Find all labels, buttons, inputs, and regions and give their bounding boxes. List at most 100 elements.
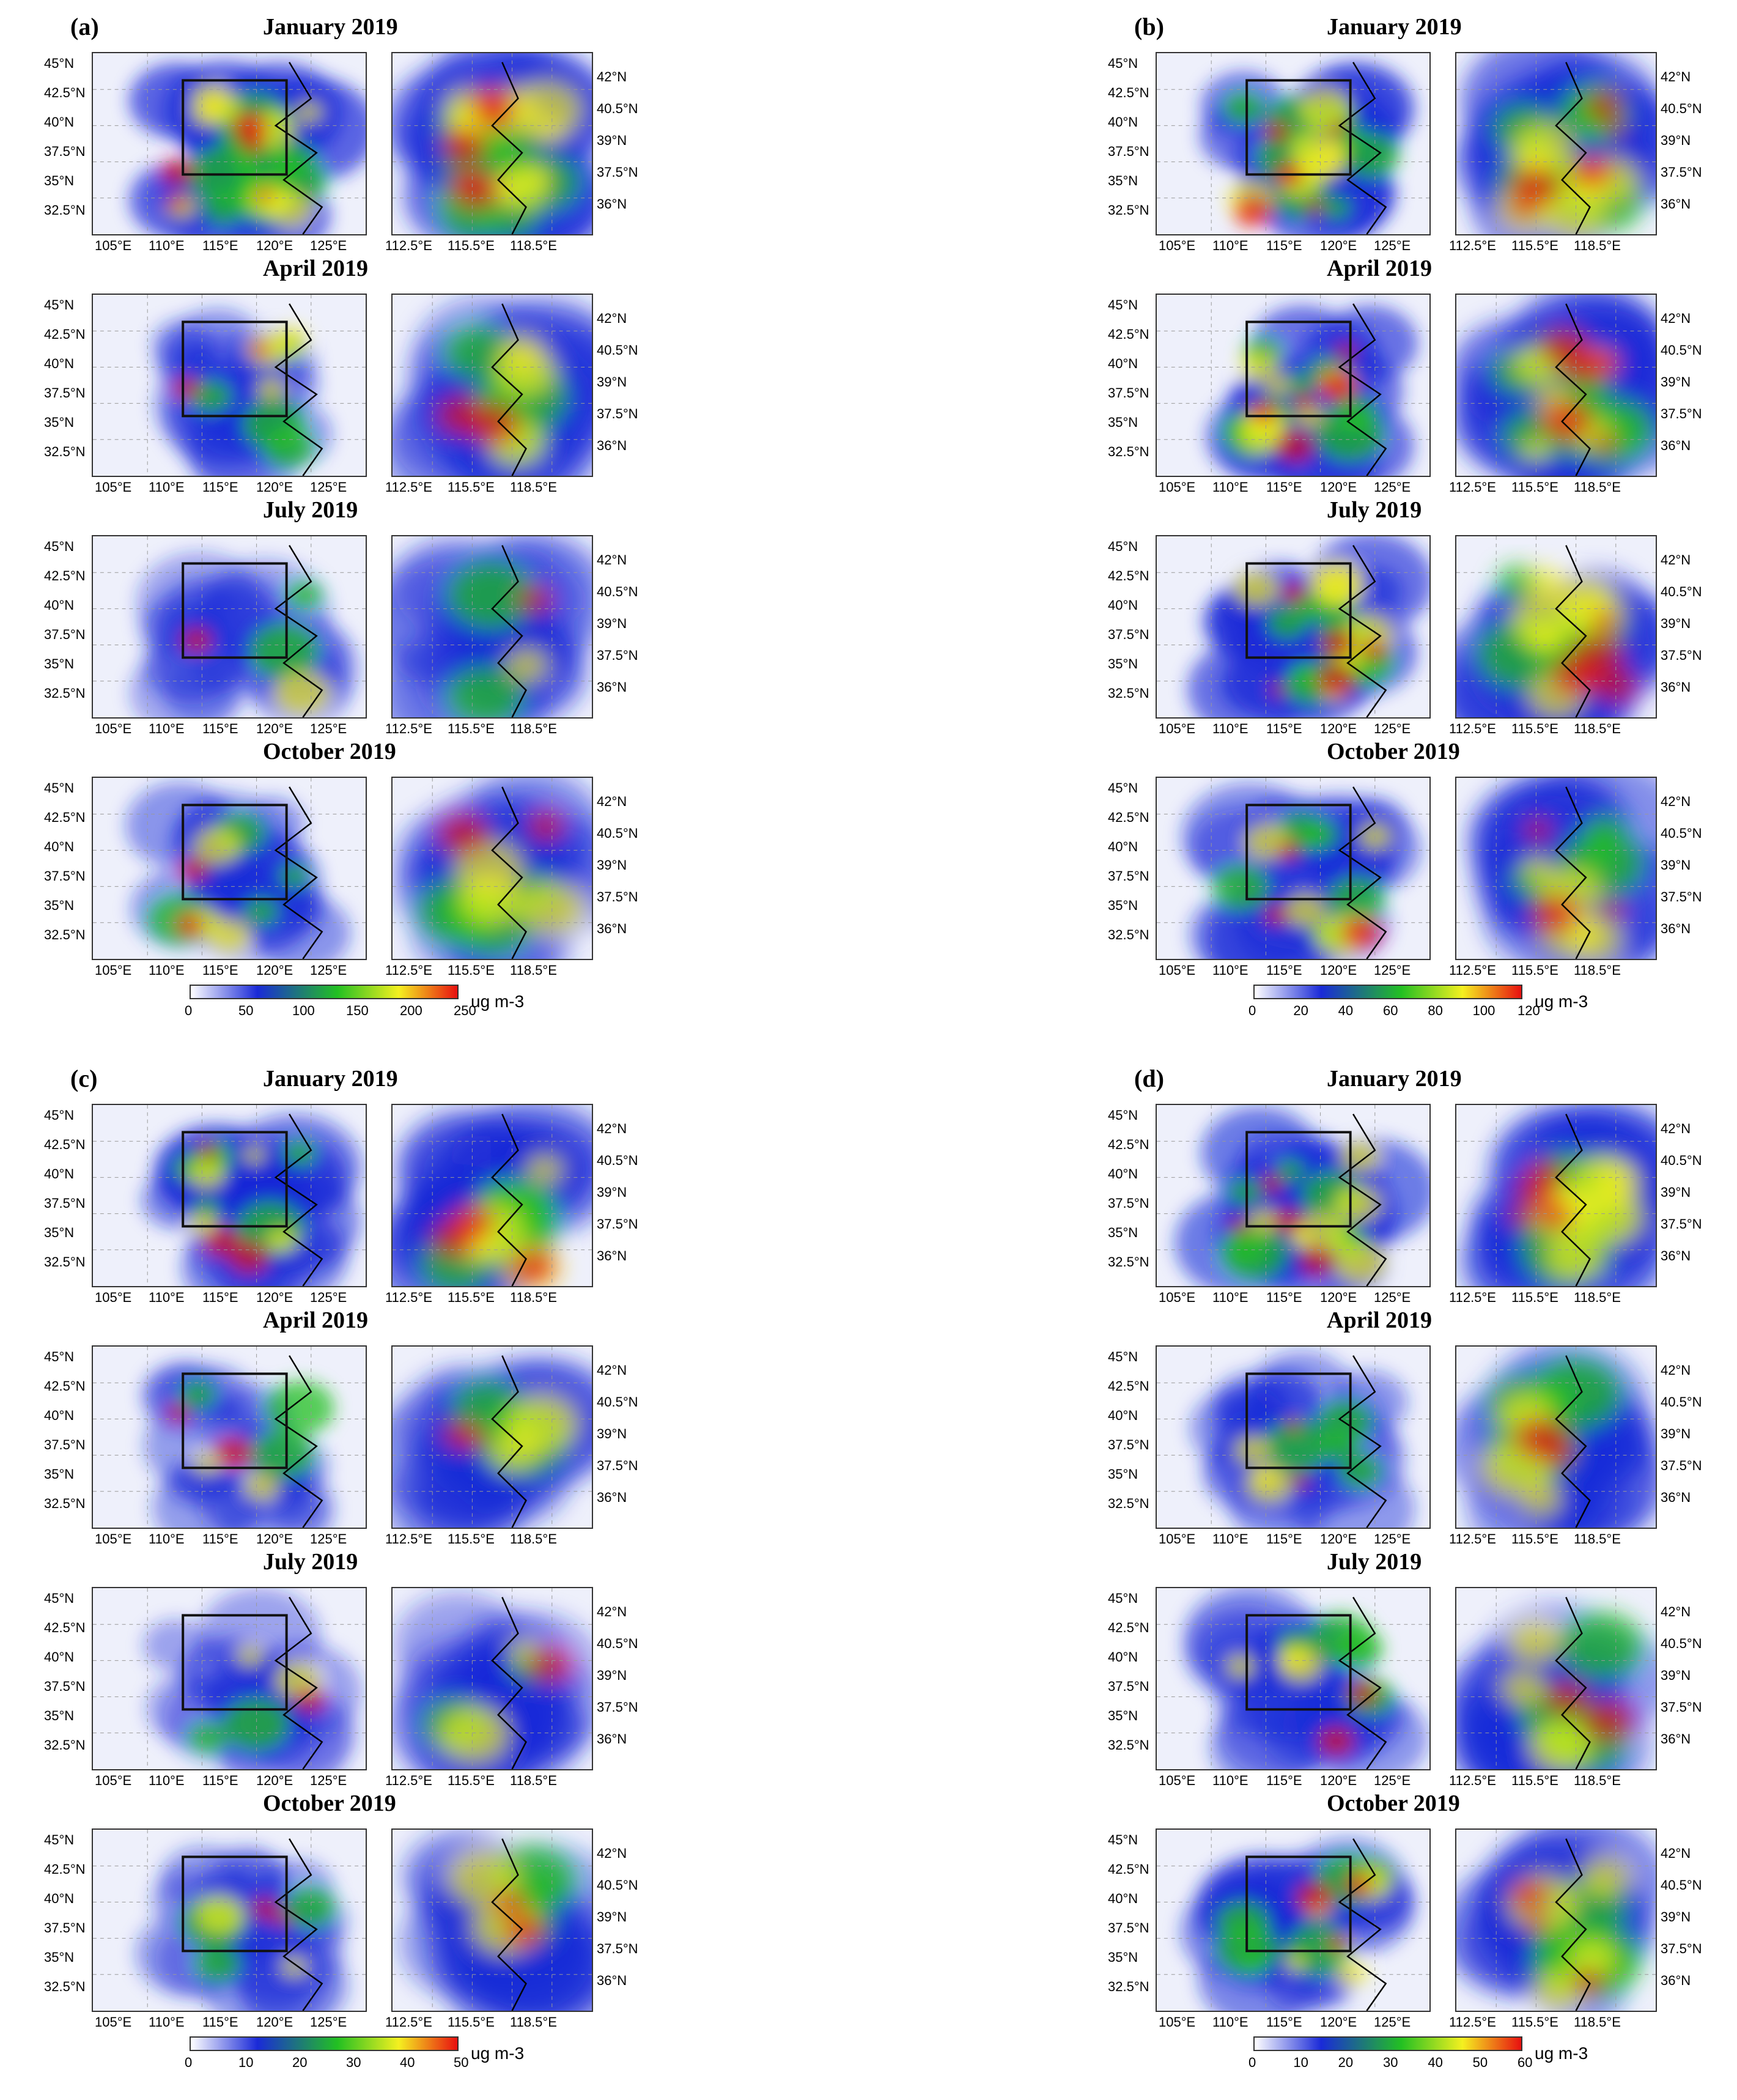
lat-tick: 32.5°N [44, 1254, 86, 1270]
lon-tick: 110°E [1212, 721, 1248, 736]
lat-tick: 42.5°N [1108, 1862, 1149, 1877]
zoom-lon-tick: 112.5°E [385, 2014, 432, 2030]
lat-tick: 32.5°N [44, 1979, 86, 1994]
main-map [92, 1345, 367, 1529]
lon-tick: 115°E [202, 721, 238, 736]
zoom-lon-tick: 115.5°E [448, 2014, 495, 2030]
lon-tick: 125°E [1374, 479, 1411, 495]
zoom-lon-tick: 115.5°E [1511, 963, 1558, 978]
lat-tick: 45°N [1108, 1832, 1138, 1847]
colorbar-tick: 50 [454, 2055, 469, 2070]
study-region-box [182, 1131, 288, 1228]
zoom-lat-tick: 40.5°N [597, 342, 638, 358]
zoom-lon-tick: 118.5°E [1574, 2014, 1621, 2030]
zoom-map-field [1456, 1830, 1656, 2011]
zoom-lon-tick: 112.5°E [385, 963, 432, 978]
lon-tick: 105°E [1159, 1290, 1196, 1305]
zoom-lat-tick: 40.5°N [1661, 1877, 1702, 1893]
lon-tick: 120°E [256, 721, 293, 736]
lat-tick: 35°N [44, 1950, 75, 1965]
study-region-box [182, 320, 288, 418]
zoom-lat-tick: 37.5°N [597, 1458, 638, 1473]
study-region-box [182, 1614, 288, 1711]
lon-tick: 120°E [256, 479, 293, 495]
lon-tick: 105°E [95, 479, 132, 495]
study-region-box [182, 1855, 288, 1953]
colorbar-tick: 0 [185, 2055, 193, 2070]
lon-tick: 120°E [256, 1773, 293, 1788]
coastline [491, 545, 527, 717]
zoom-lat-tick: 37.5°N [1661, 1699, 1702, 1715]
coastline [274, 786, 323, 959]
zoom-lon-tick: 118.5°E [510, 1290, 557, 1305]
lat-tick: 45°N [1108, 1591, 1138, 1606]
zoom-map-field [1456, 1105, 1656, 1286]
lat-tick: 45°N [1108, 56, 1138, 71]
coastline [491, 1838, 527, 2011]
lat-tick: 40°N [44, 356, 75, 371]
zoom-map-field [393, 536, 592, 717]
zoom-lon-tick: 112.5°E [1449, 238, 1496, 253]
lat-tick: 32.5°N [44, 444, 86, 459]
map-title: October 2019 [263, 739, 396, 764]
coastline [1555, 1838, 1591, 2011]
zoom-lon-tick: 115.5°E [1511, 238, 1558, 253]
main-map [1156, 777, 1431, 960]
zoom-lat-tick: 42°N [597, 1604, 627, 1619]
zoom-lon-tick: 118.5°E [510, 479, 557, 495]
zoom-lat-tick: 37.5°N [1661, 1941, 1702, 1956]
map-title: October 2019 [1327, 739, 1460, 764]
lat-tick: 42.5°N [1108, 810, 1149, 825]
zoom-lon-tick: 112.5°E [1449, 1773, 1496, 1788]
main-map [1156, 1587, 1431, 1770]
zoom-lon-tick: 115.5°E [1511, 479, 1558, 495]
study-region-box [1245, 1855, 1352, 1953]
panel-label: (d) [1134, 1065, 1164, 1092]
main-map-field [93, 778, 366, 959]
lat-tick: 40°N [1108, 839, 1138, 854]
coastline [491, 303, 527, 476]
lat-tick: 45°N [44, 539, 75, 554]
zoom-map [391, 535, 593, 719]
zoom-lon-tick: 115.5°E [448, 963, 495, 978]
zoom-lat-tick: 39°N [1661, 374, 1691, 390]
lon-tick: 110°E [149, 721, 185, 736]
study-region-box [1245, 1131, 1352, 1228]
zoom-lon-tick: 115.5°E [448, 1290, 495, 1305]
lon-tick: 115°E [1266, 2014, 1302, 2030]
lat-tick: 35°N [44, 656, 75, 671]
zoom-lat-tick: 37.5°N [1661, 406, 1702, 421]
zoom-lon-tick: 115.5°E [1511, 2014, 1558, 2030]
lat-tick: 42.5°N [1108, 327, 1149, 342]
zoom-lat-tick: 36°N [1661, 438, 1691, 453]
lat-tick: 42.5°N [44, 1137, 86, 1152]
lon-tick: 125°E [1374, 963, 1411, 978]
zoom-lat-tick: 42°N [1661, 1604, 1691, 1619]
main-map-field [93, 1347, 366, 1528]
lon-tick: 120°E [1320, 1531, 1357, 1547]
lon-tick: 115°E [202, 238, 238, 253]
lat-tick: 37.5°N [44, 1437, 86, 1452]
zoom-map-field [393, 778, 592, 959]
lon-tick: 115°E [202, 1531, 238, 1547]
colorbar-tick: 150 [346, 1003, 369, 1018]
lat-tick: 45°N [1108, 780, 1138, 796]
zoom-lat-tick: 39°N [1661, 857, 1691, 873]
zoom-lat-tick: 36°N [1661, 196, 1691, 212]
lat-tick: 32.5°N [1108, 1254, 1149, 1270]
colorbar-tick: 50 [1472, 2055, 1488, 2070]
lon-tick: 120°E [256, 238, 293, 253]
zoom-lon-tick: 118.5°E [1574, 1290, 1621, 1305]
lat-tick: 35°N [1108, 1708, 1138, 1723]
lat-tick: 32.5°N [44, 1737, 86, 1753]
zoom-lon-tick: 115.5°E [448, 238, 495, 253]
zoom-map [1455, 1828, 1657, 2012]
colorbar-tick: 60 [1383, 1003, 1398, 1018]
lat-tick: 35°N [1108, 1950, 1138, 1965]
zoom-map [391, 1104, 593, 1287]
lon-tick: 110°E [1212, 1290, 1248, 1305]
zoom-lat-tick: 37.5°N [597, 1941, 638, 1956]
zoom-lon-tick: 118.5°E [1574, 238, 1621, 253]
zoom-lat-tick: 40.5°N [597, 1636, 638, 1651]
zoom-lat-tick: 40.5°N [1661, 1636, 1702, 1651]
